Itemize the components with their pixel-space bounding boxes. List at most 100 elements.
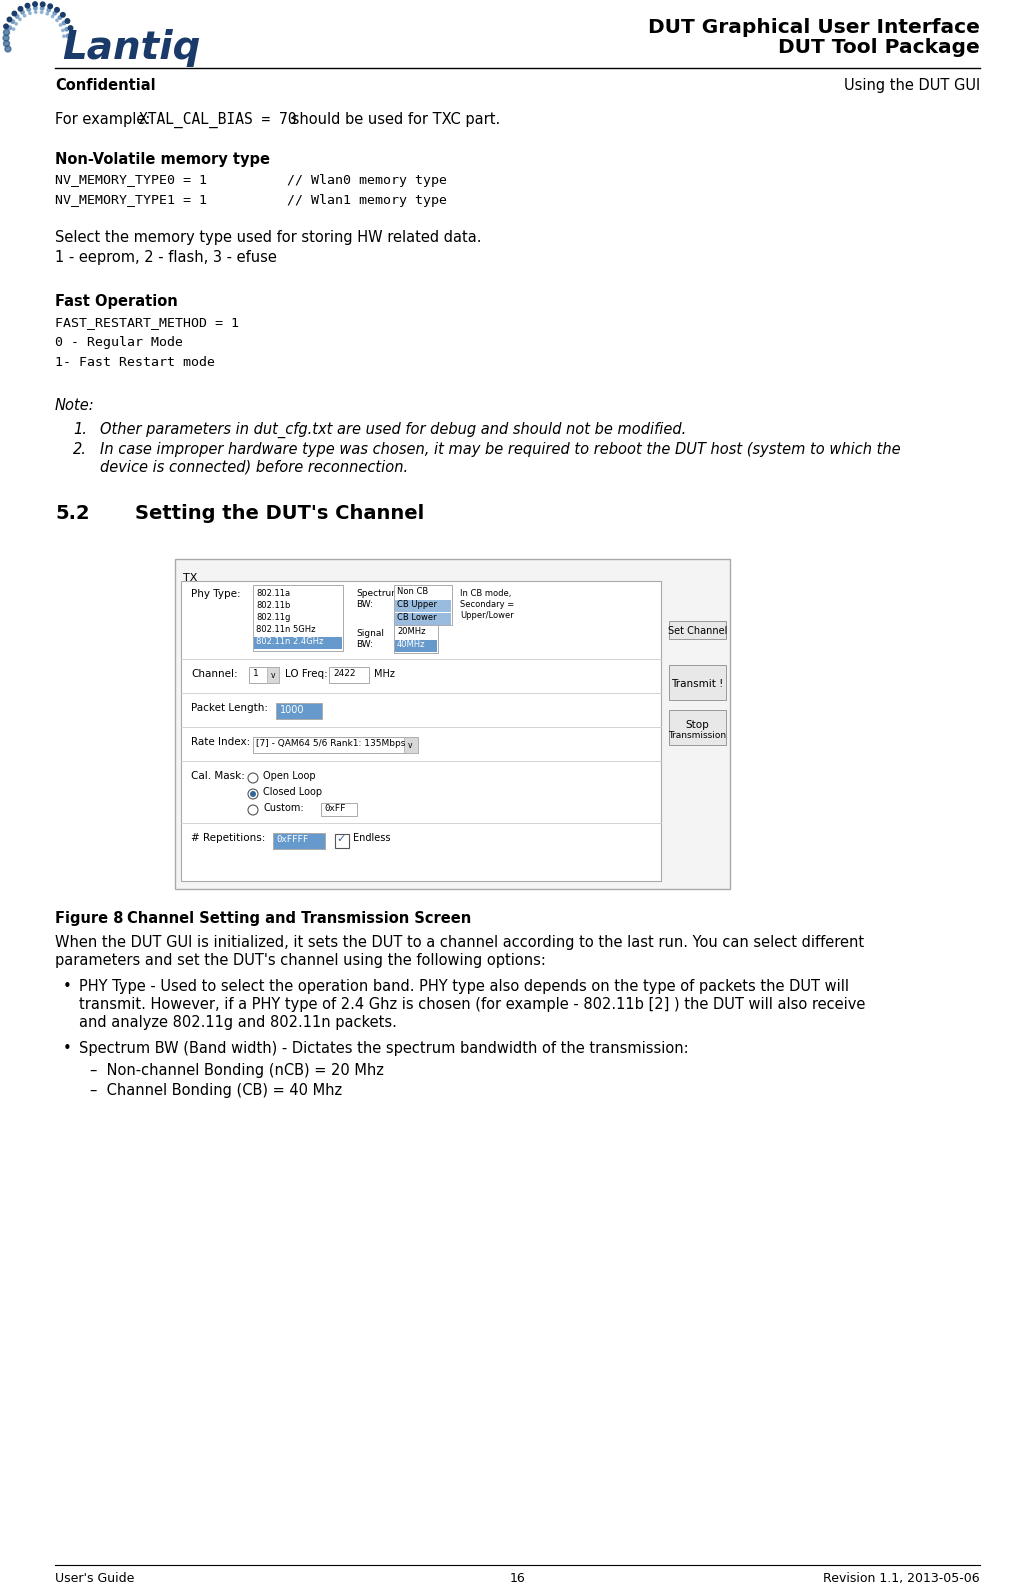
Text: Cal. Mask:: Cal. Mask:	[191, 770, 245, 782]
Circle shape	[66, 33, 69, 38]
Circle shape	[12, 11, 17, 16]
Text: 0xFFFF: 0xFFFF	[276, 836, 308, 844]
Text: 16: 16	[510, 1573, 525, 1585]
Text: 802.11n 2.4GHz: 802.11n 2.4GHz	[256, 636, 324, 646]
Circle shape	[250, 791, 256, 798]
Text: CB Upper: CB Upper	[397, 600, 437, 609]
Circle shape	[7, 18, 11, 22]
Circle shape	[33, 2, 37, 6]
Text: parameters and set the DUT's channel using the following options:: parameters and set the DUT's channel usi…	[55, 952, 546, 968]
Bar	[175, 558, 730, 888]
Text: 2.: 2.	[73, 442, 87, 458]
Circle shape	[3, 35, 9, 41]
Text: –  Channel Bonding (CB) = 40 Mhz: – Channel Bonding (CB) = 40 Mhz	[90, 1083, 342, 1097]
Bar	[329, 667, 369, 683]
Text: NV_MEMORY_TYPE0 = 1          // Wlan0 memory type: NV_MEMORY_TYPE0 = 1 // Wlan0 memory type	[55, 174, 447, 187]
Circle shape	[65, 27, 68, 30]
Text: Stop: Stop	[686, 719, 709, 731]
Text: Set Channel: Set Channel	[668, 625, 727, 636]
Text: transmit. However, if a PHY type of 2.4 Ghz is chosen (for example - 802.11b [2]: transmit. However, if a PHY type of 2.4 …	[79, 997, 865, 1011]
Text: # Repetitions:: # Repetitions:	[191, 833, 266, 844]
Text: Signal: Signal	[356, 628, 384, 638]
Circle shape	[21, 11, 24, 14]
Circle shape	[65, 19, 69, 24]
Text: Secondary =: Secondary =	[460, 600, 514, 609]
Bar	[395, 600, 451, 612]
Circle shape	[248, 805, 258, 815]
Text: Channel:: Channel:	[191, 668, 238, 679]
Circle shape	[40, 6, 43, 10]
Text: Setting the DUT's Channel: Setting the DUT's Channel	[135, 504, 424, 523]
Text: 0xFF: 0xFF	[324, 804, 345, 813]
Text: Upper/Lower: Upper/Lower	[460, 611, 514, 620]
Text: NV_MEMORY_TYPE1 = 1          // Wlan1 memory type: NV_MEMORY_TYPE1 = 1 // Wlan1 memory type	[55, 195, 447, 207]
Circle shape	[55, 8, 59, 13]
Text: 40MHz: 40MHz	[397, 640, 426, 649]
Text: Spectrum BW (Band width) - Dictates the spectrum bandwidth of the transmission:: Spectrum BW (Band width) - Dictates the …	[79, 1042, 689, 1056]
Circle shape	[40, 2, 45, 6]
Bar	[395, 612, 451, 625]
Text: FAST_RESTART_METHOD = 1: FAST_RESTART_METHOD = 1	[55, 316, 239, 329]
Text: v: v	[271, 671, 275, 679]
Text: Lantiq: Lantiq	[62, 29, 201, 67]
Circle shape	[61, 13, 65, 18]
Bar	[394, 625, 438, 652]
Text: Transmit !: Transmit !	[671, 679, 724, 689]
Text: 802.11b: 802.11b	[256, 601, 291, 609]
Text: Confidential: Confidential	[55, 78, 156, 93]
Text: Channel Setting and Transmission Screen: Channel Setting and Transmission Screen	[127, 911, 472, 927]
Text: Rate Index:: Rate Index:	[191, 737, 250, 746]
Bar	[669, 710, 726, 745]
Text: 802.11g: 802.11g	[256, 612, 291, 622]
Circle shape	[248, 774, 258, 783]
Text: Non CB: Non CB	[397, 587, 428, 597]
Text: 1- Fast Restart mode: 1- Fast Restart mode	[55, 356, 215, 368]
Bar	[253, 585, 343, 651]
Bar	[276, 703, 322, 719]
Text: and analyze 802.11g and 802.11n packets.: and analyze 802.11g and 802.11n packets.	[79, 1014, 397, 1030]
Circle shape	[24, 14, 26, 18]
Text: Transmission: Transmission	[668, 731, 727, 740]
Text: Select the memory type used for storing HW related data.: Select the memory type used for storing …	[55, 230, 482, 246]
Text: Open Loop: Open Loop	[263, 770, 315, 782]
Text: 802.11a: 802.11a	[256, 589, 291, 598]
Text: In case improper hardware type was chosen, it may be required to reboot the DUT : In case improper hardware type was chose…	[100, 442, 901, 458]
Circle shape	[68, 26, 72, 30]
Text: Packet Length:: Packet Length:	[191, 703, 268, 713]
Bar	[394, 585, 452, 625]
Bar	[273, 833, 325, 849]
Text: Endless: Endless	[353, 833, 391, 844]
Circle shape	[4, 24, 8, 29]
Circle shape	[5, 46, 11, 53]
Text: Non-Volatile memory type: Non-Volatile memory type	[55, 152, 270, 167]
Text: Other parameters in dut_cfg.txt are used for debug and should not be modified.: Other parameters in dut_cfg.txt are used…	[100, 423, 687, 439]
Text: MHz: MHz	[374, 668, 395, 679]
Text: 2422: 2422	[333, 668, 356, 678]
Bar	[669, 620, 726, 640]
Circle shape	[3, 29, 9, 35]
Circle shape	[29, 13, 31, 14]
Text: device is connected) before reconnection.: device is connected) before reconnection…	[100, 459, 408, 475]
Text: LO Freq:: LO Freq:	[285, 668, 328, 679]
Text: 1 - eeprom, 2 - flash, 3 - efuse: 1 - eeprom, 2 - flash, 3 - efuse	[55, 250, 277, 265]
Circle shape	[248, 790, 258, 799]
Text: DUT Graphical User Interface: DUT Graphical User Interface	[648, 18, 980, 37]
Text: ✓: ✓	[336, 834, 345, 844]
Text: BW:: BW:	[356, 600, 373, 609]
Circle shape	[12, 27, 14, 30]
Circle shape	[34, 6, 37, 10]
Circle shape	[11, 19, 14, 24]
Bar	[254, 636, 342, 649]
Text: Spectrum: Spectrum	[356, 589, 400, 598]
Circle shape	[47, 8, 51, 11]
Text: 1.: 1.	[73, 423, 87, 437]
Circle shape	[52, 16, 54, 18]
Circle shape	[27, 8, 30, 11]
Bar	[267, 667, 279, 683]
Text: 20MHz: 20MHz	[397, 627, 426, 636]
Text: When the DUT GUI is initialized, it sets the DUT to a channel according to the l: When the DUT GUI is initialized, it sets…	[55, 935, 864, 951]
Circle shape	[63, 35, 65, 37]
Bar	[404, 737, 418, 753]
Text: •: •	[63, 1042, 71, 1056]
Text: v: v	[408, 742, 413, 750]
